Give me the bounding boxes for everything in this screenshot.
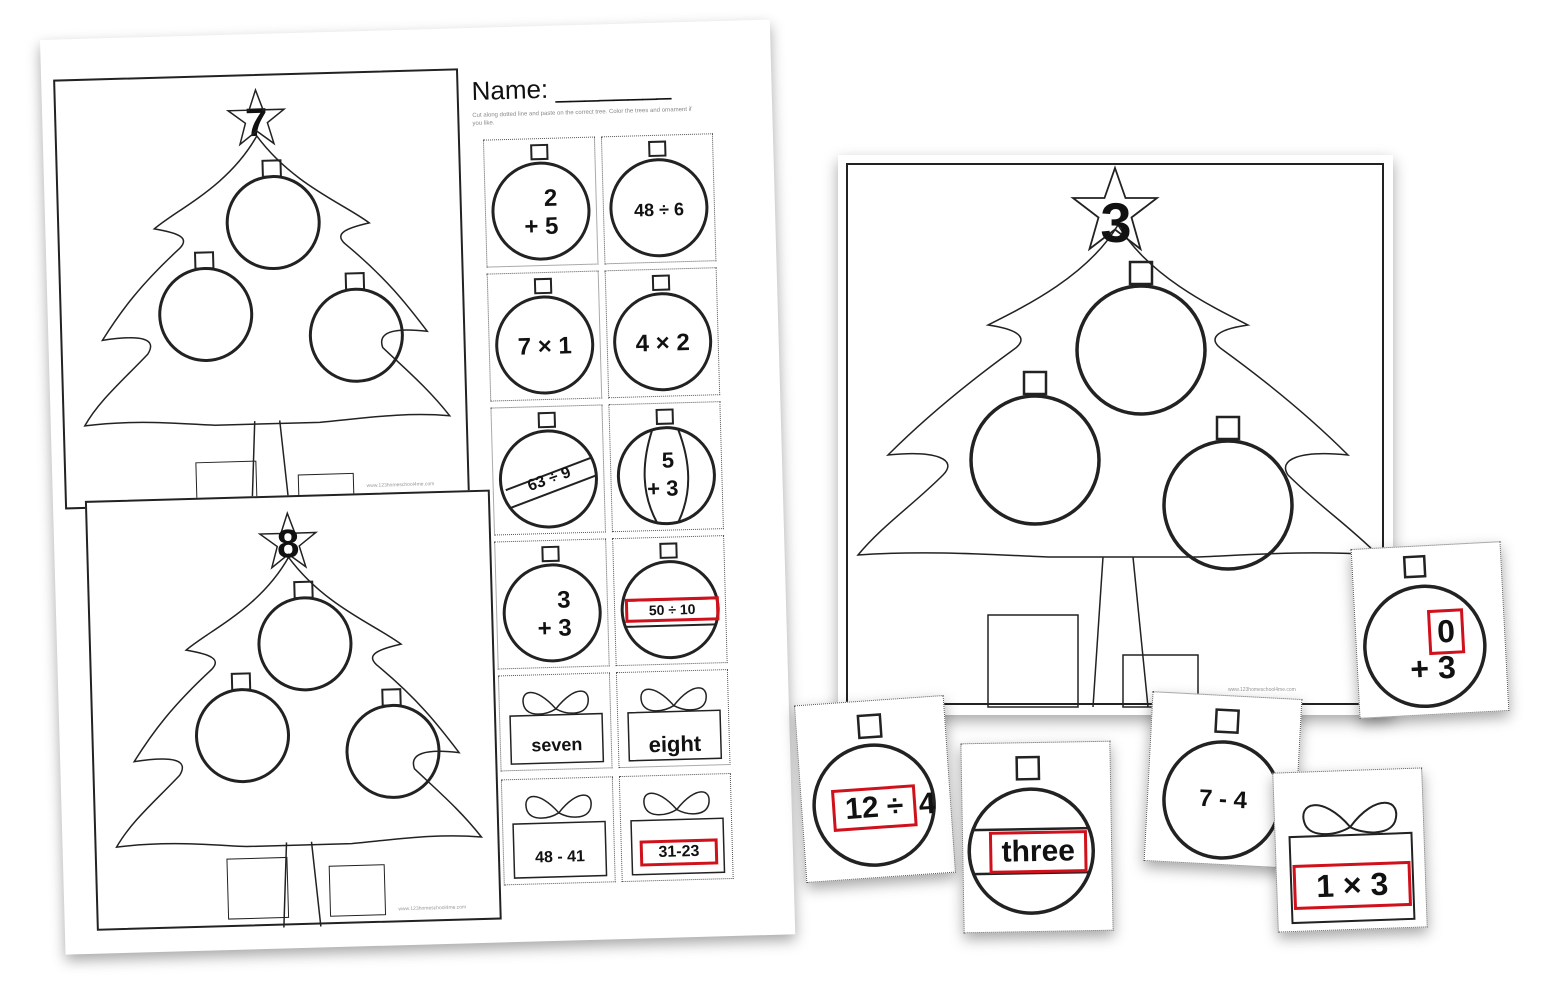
card-digit: 2 bbox=[543, 184, 558, 212]
christmas-tree-illustration bbox=[115, 555, 484, 928]
card-digit: 5 bbox=[661, 447, 675, 473]
worksheet-page: 7 www.123homeschool4me.com bbox=[40, 19, 796, 955]
loose-ornament-card[interactable]: 0 + 3 bbox=[1350, 541, 1510, 719]
gift-bow-icon bbox=[630, 791, 726, 876]
ornament-card[interactable]: 3 + 3 bbox=[494, 538, 610, 670]
card-problem: 48 - 41 bbox=[534, 848, 586, 867]
card-digit-highlighted: 0 bbox=[1426, 608, 1466, 656]
card-problem-highlighted: 12 ÷ bbox=[831, 783, 918, 833]
ornament-outline bbox=[345, 688, 441, 799]
ornament-outline bbox=[969, 370, 1101, 526]
card-problem: 48 ÷ 6 bbox=[633, 199, 685, 221]
footer-url: www.123homeschool4me.com bbox=[1228, 687, 1296, 693]
ornament-outline bbox=[1162, 415, 1294, 571]
ornament-outline bbox=[195, 672, 291, 784]
star-icon bbox=[257, 511, 319, 570]
card-addend: + 3 bbox=[646, 475, 679, 502]
ornament-card[interactable]: 63 ÷ 9 bbox=[490, 404, 606, 536]
ornament-card[interactable]: 50 ÷ 10 bbox=[612, 535, 728, 667]
ornament-card[interactable]: 7 × 1 bbox=[486, 270, 603, 402]
loose-gift-card[interactable]: 1 × 3 bbox=[1272, 767, 1428, 933]
big-tree-frame: 3 www.123homeschool4me.com bbox=[846, 163, 1384, 708]
ornament-outline bbox=[257, 580, 353, 692]
ornament-icon bbox=[620, 542, 720, 660]
star-icon bbox=[225, 87, 287, 147]
ornament-icon bbox=[609, 140, 709, 258]
ornament-card[interactable]: 48 ÷ 6 bbox=[600, 133, 717, 265]
gift-bow-icon bbox=[512, 794, 608, 879]
card-problem: 7 × 1 bbox=[517, 332, 573, 361]
card-addend: + 5 bbox=[524, 212, 559, 241]
cut-out-cards-grid: 2 + 5 48 ÷ 6 7 × 1 4 × 2 63 ÷ 9 bbox=[482, 133, 750, 920]
card-digit: 3 bbox=[556, 586, 571, 614]
card-problem-highlighted: 1 × 3 bbox=[1292, 860, 1412, 911]
card-problem: 7 - 4 bbox=[1198, 784, 1248, 815]
ornament-card[interactable]: 5 + 3 bbox=[608, 401, 724, 533]
loose-ornament-card[interactable]: 12 ÷ 4 bbox=[793, 694, 957, 884]
ornament-outline bbox=[1075, 260, 1207, 416]
gift-bow-icon bbox=[1288, 801, 1416, 925]
ornament-icon bbox=[491, 143, 591, 261]
name-label: Name: ________ bbox=[471, 70, 672, 106]
card-addend: + 3 bbox=[1409, 648, 1457, 688]
ornament-outline bbox=[308, 272, 404, 383]
card-problem-highlighted: 50 ÷ 10 bbox=[624, 595, 720, 624]
ornament-card[interactable]: 2 + 5 bbox=[482, 136, 599, 268]
card-word: seven bbox=[531, 734, 583, 756]
ornament-icon bbox=[502, 545, 602, 663]
star-number: 8 bbox=[276, 521, 300, 567]
gift-card[interactable]: 48 - 41 bbox=[500, 776, 616, 886]
gift-card[interactable]: eight bbox=[615, 669, 731, 769]
ornament-outline bbox=[225, 159, 321, 271]
big-tree-page: 3 www.123homeschool4me.com bbox=[838, 155, 1393, 715]
loose-ornament-card[interactable]: three bbox=[960, 740, 1114, 934]
gift-bow-icon bbox=[509, 690, 605, 765]
ornament-icon bbox=[616, 408, 716, 526]
gift-card[interactable]: 31-23 bbox=[618, 772, 734, 883]
tree-frame-bottom: 8 www.123homeschool4me.com bbox=[84, 489, 502, 931]
gift-card[interactable]: seven bbox=[497, 672, 613, 772]
gift-bow-icon bbox=[627, 687, 723, 762]
ornament-icon bbox=[613, 274, 713, 392]
card-problem-divisor: 4 bbox=[917, 786, 937, 821]
ornament-card[interactable]: 4 × 2 bbox=[604, 267, 721, 399]
card-problem: 4 × 2 bbox=[635, 328, 691, 358]
card-word-highlighted: three bbox=[988, 830, 1088, 874]
card-problem-highlighted: 31-23 bbox=[639, 838, 719, 867]
card-word: eight bbox=[648, 730, 702, 758]
star-icon bbox=[1070, 165, 1160, 252]
ornament-icon bbox=[1363, 554, 1487, 709]
instructions-text: Cut along dotted line and paste on the c… bbox=[472, 106, 692, 127]
ornament-icon bbox=[498, 411, 598, 529]
ornament-icon bbox=[967, 755, 1095, 915]
ornament-outline bbox=[158, 251, 254, 362]
ornament-icon bbox=[495, 277, 595, 395]
tree-frame-top: 7 www.123homeschool4me.com bbox=[53, 68, 470, 510]
ornament-icon bbox=[812, 713, 936, 867]
card-addend: + 3 bbox=[537, 614, 573, 643]
star-number: 3 bbox=[1100, 191, 1132, 254]
